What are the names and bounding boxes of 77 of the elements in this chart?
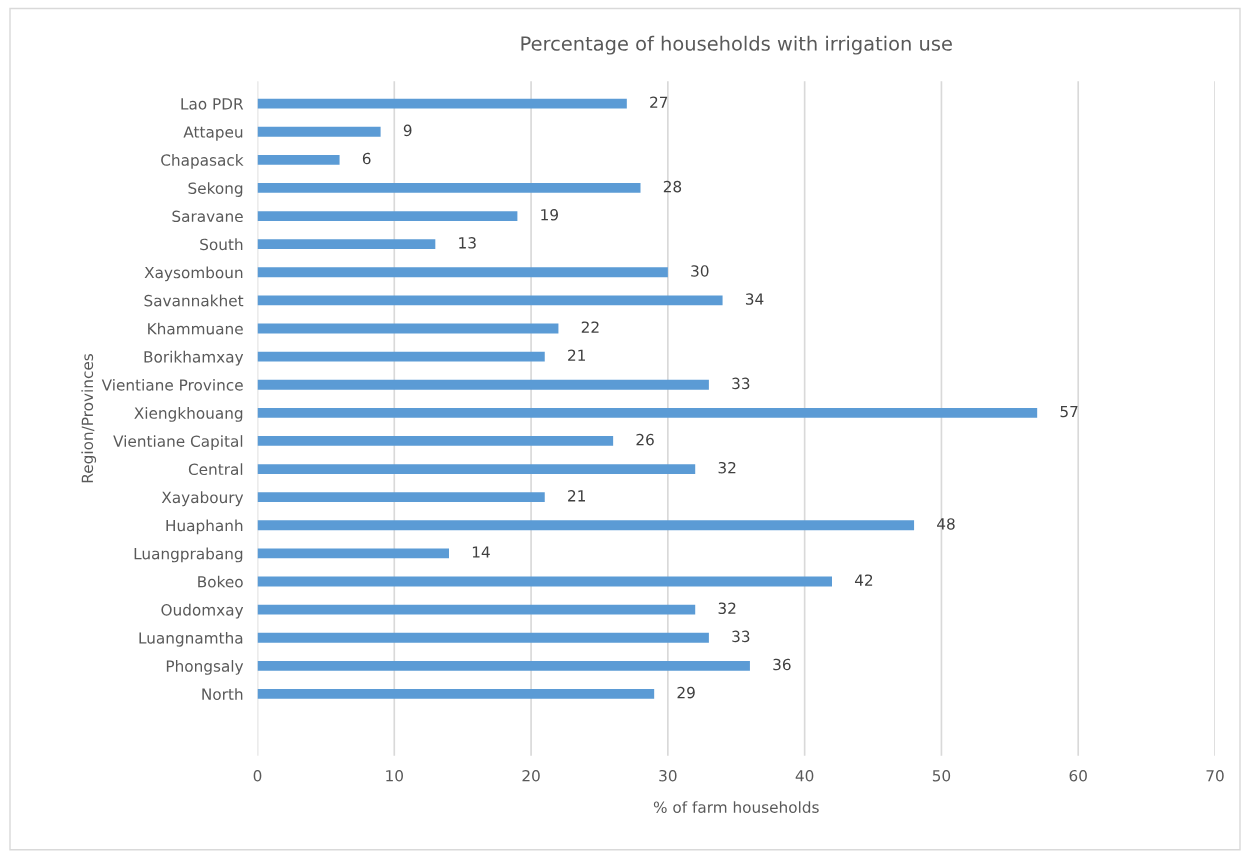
y-tick-label: South: [200, 238, 243, 251]
x-axis-title: % of farm households: [653, 801, 819, 813]
x-tick-label: 10: [386, 769, 403, 782]
data-label: 48: [937, 518, 955, 530]
bar: [257, 267, 668, 278]
y-tick-label: Xayaboury: [161, 491, 244, 507]
data-label: 6: [362, 152, 371, 165]
bar: [257, 211, 518, 221]
bar: [257, 492, 545, 503]
chart-title: Percentage of households with irrigation use: [521, 35, 952, 55]
bar: [257, 632, 709, 643]
data-label: 29: [677, 686, 695, 699]
y-tick-label: Saravane: [172, 210, 243, 223]
x-tick-label: 50: [932, 769, 951, 782]
data-label: 57: [1060, 405, 1078, 418]
data-label: 22: [581, 321, 599, 333]
data-label: 13: [459, 237, 476, 249]
bar: [257, 464, 696, 474]
x-tick-label: 60: [1069, 769, 1087, 782]
y-tick-label: Vientiane Capital: [113, 435, 243, 450]
bar: [257, 379, 709, 390]
bar: [257, 351, 545, 362]
data-label: 28: [663, 180, 682, 193]
bar: [257, 126, 381, 137]
x-tick-label: 70: [1206, 769, 1224, 782]
data-label: 34: [745, 293, 764, 305]
data-label: 21: [568, 349, 585, 361]
y-tick-label: Lao PDR: [181, 98, 244, 110]
bar: [257, 436, 614, 446]
data-label: 19: [541, 208, 558, 221]
bar: [257, 98, 627, 109]
x-tick-label: 40: [795, 769, 814, 782]
data-label: 27: [650, 96, 668, 108]
y-tick-label: Huaphanh: [166, 519, 243, 535]
data-label: 14: [472, 546, 490, 558]
y-axis-title: Region/Provinces: [81, 354, 97, 483]
data-label: 42: [854, 574, 873, 586]
y-tick-label: Phongsaly: [166, 660, 244, 675]
y-tick-label: Khammuane: [148, 322, 243, 335]
y-tick-label: Sekong: [188, 182, 243, 197]
y-tick-label: Xaysomboun: [144, 266, 243, 282]
data-label: 26: [636, 433, 654, 446]
data-label: 32: [718, 602, 736, 615]
y-tick-label: Attapeu: [183, 126, 243, 141]
y-tick-label: Luangprabang: [134, 547, 243, 563]
bar: [257, 689, 655, 699]
data-label: 33: [732, 377, 750, 390]
bar: [257, 239, 436, 250]
y-tick-label: North: [202, 688, 243, 700]
bar: [257, 660, 750, 671]
y-tick-label: Xiengkhouang: [134, 407, 243, 422]
y-tick-label: Savannakhet: [144, 294, 244, 307]
data-label: 30: [691, 265, 709, 277]
bar: [257, 323, 559, 334]
x-tick-label: 0: [253, 769, 262, 782]
bar: [257, 576, 832, 587]
y-tick-label: Chapasack: [161, 154, 244, 169]
data-label: 32: [718, 461, 736, 474]
bar: [257, 604, 696, 615]
y-tick-label: Oudomxay: [161, 603, 244, 619]
y-tick-label: Bokeo: [198, 575, 243, 588]
bar: [257, 295, 723, 306]
y-tick-label: Central: [188, 463, 243, 476]
data-label: 21: [568, 490, 585, 502]
y-tick-label: Borikhamxay: [144, 350, 244, 366]
data-label: 36: [773, 658, 791, 671]
data-label: 9: [403, 124, 412, 137]
bar: [257, 183, 641, 193]
data-label: 33: [732, 630, 750, 643]
x-tick-label: 20: [522, 769, 540, 782]
bar: [257, 520, 915, 531]
bar: [257, 154, 340, 165]
y-tick-label: Luangnamtha: [139, 631, 243, 647]
bar: [257, 407, 1038, 418]
y-tick-label: Vientiane Province: [101, 378, 243, 391]
bar: [257, 548, 449, 559]
x-tick-label: 30: [659, 769, 677, 782]
